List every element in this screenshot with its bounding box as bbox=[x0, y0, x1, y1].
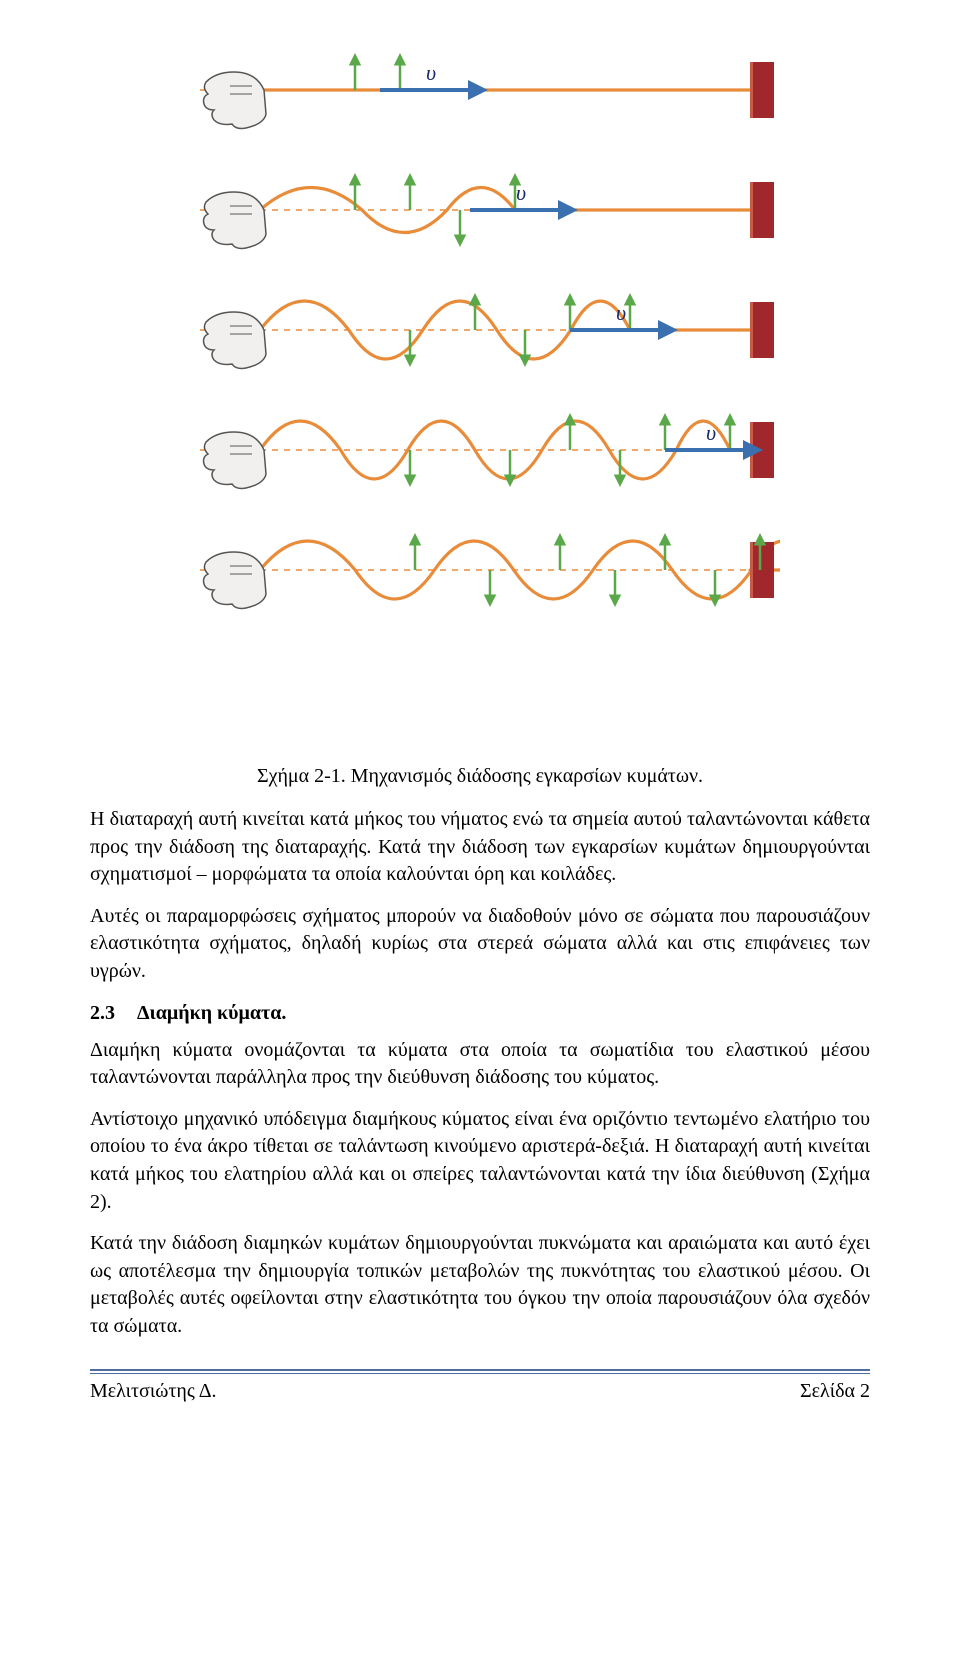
svg-text:υ: υ bbox=[706, 420, 716, 445]
svg-text:υ: υ bbox=[516, 180, 526, 205]
footer-author: Μελιτσιώτης Δ. bbox=[90, 1380, 217, 1403]
svg-text:υ: υ bbox=[426, 60, 436, 85]
section-heading: 2.3 Διαμήκη κύματα. bbox=[90, 1002, 870, 1025]
footer-rule bbox=[90, 1369, 870, 1374]
paragraph-4: Αντίστοιχο μηχανικό υπόδειγμα διαμήκους … bbox=[90, 1106, 870, 1216]
paragraph-3: Διαμήκη κύματα ονομάζονται τα κύματα στα… bbox=[90, 1037, 870, 1092]
section-number: 2.3 bbox=[90, 1002, 115, 1025]
svg-text:υ: υ bbox=[616, 300, 626, 325]
paragraph-2: Αυτές οι παραμορφώσεις σχήματος μπορούν … bbox=[90, 903, 870, 986]
page-footer: Μελιτσιώτης Δ. Σελίδα 2 bbox=[90, 1380, 870, 1403]
paragraph-5: Κατά την διάδοση διαμηκών κυμάτων δημιου… bbox=[90, 1230, 870, 1340]
figure-caption: Σχήμα 2-1. Μηχανισμός διάδοσης εγκαρσίων… bbox=[90, 765, 870, 788]
section-title: Διαμήκη κύματα. bbox=[137, 1002, 286, 1024]
wave-figure: υυυυυ bbox=[90, 30, 870, 745]
footer-page: Σελίδα 2 bbox=[800, 1380, 870, 1403]
wave-diagram-svg: υυυυυ bbox=[180, 30, 780, 745]
paragraph-1: Η διαταραχή αυτή κινείται κατά μήκος του… bbox=[90, 806, 870, 889]
